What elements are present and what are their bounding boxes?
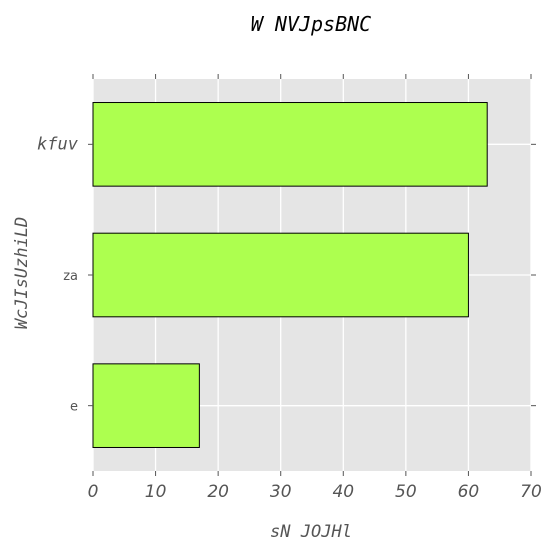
bar-e (92, 363, 200, 448)
y-axis-label: WcJIsUzhiLD (12, 217, 32, 330)
bar-kfuv (92, 102, 488, 187)
x-tick-label: 10 (145, 482, 167, 502)
x-tick-label: 60 (458, 482, 480, 502)
x-tick-label: 30 (270, 482, 292, 502)
x-tick-label: 40 (332, 482, 354, 502)
x-tick-label: 20 (207, 482, 229, 502)
y-tick-label-e: e (70, 400, 78, 415)
y-tick-label-za: za (63, 269, 78, 284)
x-tick-label: 0 (88, 482, 99, 502)
x-axis-label: sN JOJHl (270, 522, 352, 542)
chart-title: W NVJpsBNC (251, 12, 371, 36)
x-tick-label: 50 (395, 482, 417, 502)
x-tick-label: 70 (520, 482, 542, 502)
y-tick-label-kfuv: kfuv (37, 134, 79, 154)
bar-za (92, 232, 469, 318)
